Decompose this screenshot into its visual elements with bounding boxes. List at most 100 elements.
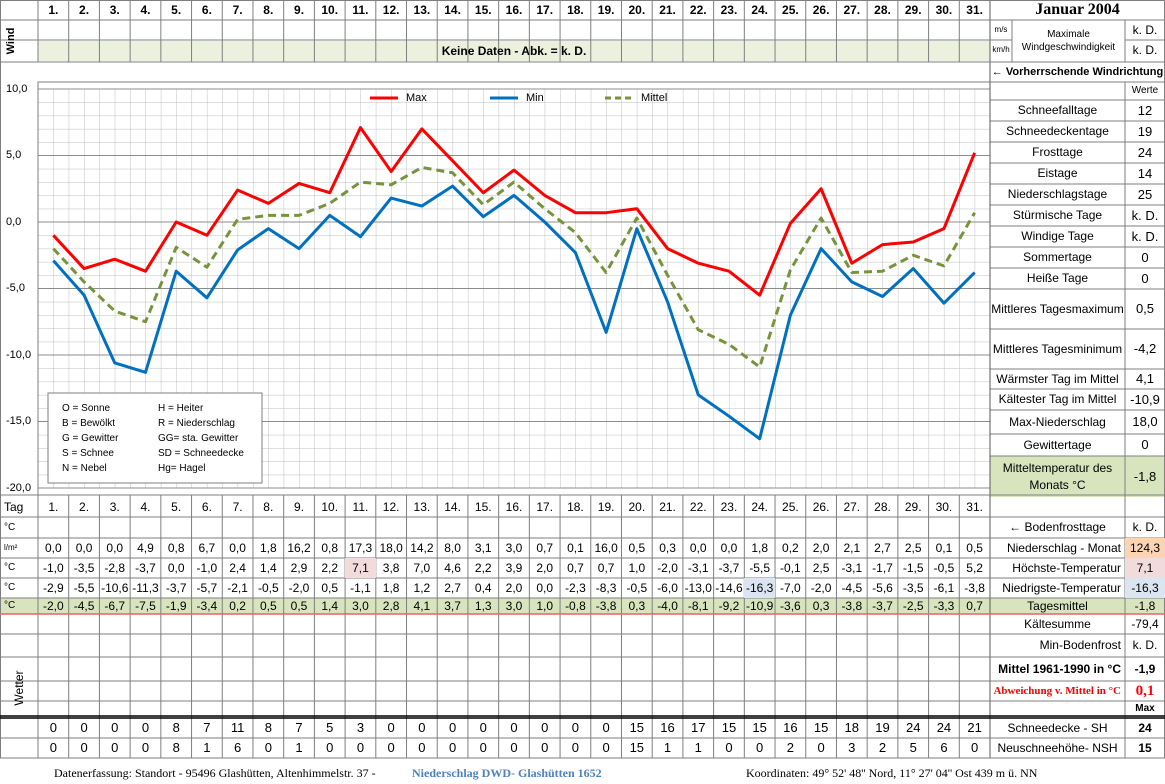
wind-unit: m/s — [994, 24, 1008, 34]
snow-cell: 0 — [49, 720, 57, 736]
temp-cell: 0,5 — [290, 598, 308, 613]
temp-cell: -2,8 — [104, 560, 126, 575]
temp-cell: 1,8 — [382, 580, 400, 595]
temp-cell: -2,0 — [657, 560, 678, 575]
day-label: 18. — [567, 499, 584, 514]
temp-cell: -0,5 — [257, 580, 279, 595]
snow-label: Schneedecke - SH — [1007, 720, 1108, 735]
day-header: 15. — [474, 2, 492, 17]
snow-cell: 5 — [909, 740, 917, 756]
day-header: 18. — [567, 2, 584, 17]
snow-cell: 0 — [571, 740, 580, 756]
abbreviation: R = Niederschlag — [158, 417, 235, 429]
temp-cell: -3,7 — [135, 560, 156, 575]
unit-label: °C — [4, 562, 16, 574]
snow-cell: 0 — [541, 740, 549, 756]
snow-cell: 18 — [844, 720, 860, 736]
snow-cell: 1 — [295, 740, 303, 756]
snow-cell: 0 — [817, 740, 825, 756]
temp-cell: 2,9 — [290, 560, 308, 575]
day-header: 16. — [505, 2, 523, 17]
precip-cell: 6,7 — [198, 540, 216, 555]
day-label: 2. — [79, 499, 90, 514]
temp-cell: 2,0 — [536, 560, 554, 575]
day-header: 28. — [874, 2, 891, 17]
day-label: Tag — [4, 499, 24, 514]
temp-cell: -0,1 — [780, 560, 801, 575]
precip-cell: 0,0 — [720, 540, 738, 555]
snow-cell: 15 — [721, 720, 737, 736]
day-header: 31. — [966, 2, 983, 17]
row-label: ← Bodenfrosttage — [1009, 520, 1106, 535]
temp-cell: -1,1 — [350, 580, 371, 595]
snow-cell: 0 — [971, 740, 979, 756]
temp-cell: 3,9 — [505, 560, 523, 575]
snow-cell: 2 — [786, 740, 794, 756]
row-value: 124,3 — [1125, 538, 1165, 558]
stat-value: 14 — [1137, 165, 1153, 181]
snow-cell: 16 — [783, 720, 798, 736]
row-value: 7,1 — [1125, 558, 1165, 578]
temp-cell: 1,4 — [321, 598, 339, 613]
snow-cell: 15 — [629, 720, 645, 736]
row-value: -16,3 — [1125, 578, 1165, 598]
summary-value: -1,9 — [1134, 661, 1156, 676]
unit-label: °C — [4, 600, 16, 612]
y-tick-label: -10,0 — [6, 348, 32, 361]
row-label: Tagesmittel — [1027, 598, 1088, 613]
day-label: 19. — [597, 499, 615, 514]
precip-cell: 0,7 — [536, 540, 554, 555]
temp-cell: -2,0 — [43, 598, 64, 613]
temp-cell: -3,8 — [595, 598, 617, 613]
day-label: 3. — [109, 499, 120, 514]
temp-cell: 0,0 — [536, 580, 554, 595]
temp-cell: 3,0 — [505, 598, 523, 613]
temp-cell: 5,2 — [966, 560, 983, 575]
day-label: 17. — [536, 499, 554, 514]
unit-label: °C — [4, 521, 16, 533]
temp-cell: -10,6 — [101, 580, 129, 595]
stat-value: -10,9 — [1130, 391, 1160, 407]
series-line — [52, 165, 976, 369]
series-line — [52, 184, 976, 441]
temp-cell: 3,0 — [352, 598, 369, 613]
wind-value: k. D. — [1132, 22, 1158, 37]
abbreviation: O = Sonne — [62, 402, 111, 414]
y-tick-label: -5,0 — [6, 282, 25, 295]
precip-cell: 8,0 — [444, 540, 461, 555]
snow-cell: 0 — [571, 720, 580, 736]
day-header: 21. — [659, 2, 676, 17]
temp-cell: 2,5 — [812, 560, 830, 575]
temp-cell: -2,0 — [810, 580, 832, 595]
snow-cell: 0 — [141, 740, 150, 756]
cell-fill — [990, 456, 1165, 497]
snow-cell: 1 — [694, 740, 702, 756]
day-label: 28. — [874, 499, 891, 514]
day-header: 27. — [843, 2, 861, 17]
precip-cell: 4,9 — [137, 540, 154, 555]
temp-cell: -3,7 — [872, 598, 893, 613]
stats-header: Werte — [1131, 85, 1159, 97]
snow-cell: 15 — [752, 720, 767, 736]
temp-cell: -8,1 — [687, 598, 709, 613]
cell-fill — [38, 41, 990, 61]
temp-cell: -2,3 — [565, 580, 586, 595]
unit-label: l/m² — [4, 542, 18, 552]
day-label: 26. — [812, 499, 830, 514]
snow-cell: 24 — [936, 720, 952, 736]
temp-cell: -4,5 — [841, 580, 863, 595]
stat-label: Kältester Tag im Mittel — [998, 392, 1117, 407]
snow-cell: 15 — [813, 720, 829, 736]
precip-cell: 16,2 — [287, 540, 311, 555]
temp-cell: -2,9 — [43, 580, 64, 595]
snow-cell: 1 — [663, 740, 672, 756]
temp-cell: -7,0 — [780, 580, 801, 595]
wind-direction: ← Vorherrschende Windrichtung — [991, 65, 1164, 78]
day-label: 13. — [413, 499, 431, 514]
temp-cell: -3,5 — [73, 560, 95, 575]
precip-cell: 3,1 — [474, 540, 492, 555]
day-header: 6. — [201, 2, 212, 17]
snow-cell: 0 — [510, 720, 518, 736]
abbreviation: GG= sta. Gewitter — [158, 432, 239, 444]
temp-cell: -14,6 — [715, 580, 743, 595]
